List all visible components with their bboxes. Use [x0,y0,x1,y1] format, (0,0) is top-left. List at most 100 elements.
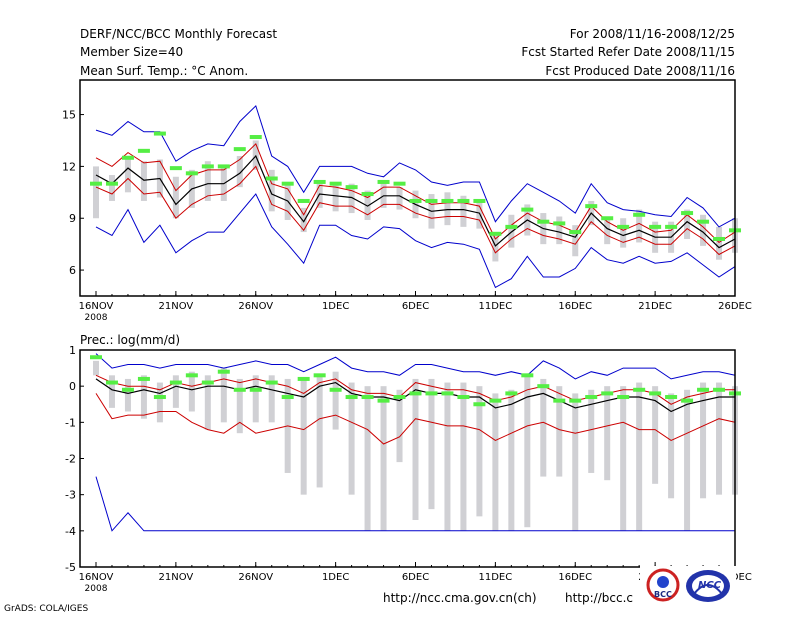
spread-box [684,209,691,239]
spread-box [572,225,579,257]
grads-credit: GrADS: COLA/IGES [4,604,89,614]
header-produced-date: Fcst Produced Date 2008/11/16 [545,64,735,78]
ncc-logo-icon [686,570,730,602]
x-tick-label: 26NOV [238,572,273,583]
spread-box [508,389,515,531]
median-marker [617,224,630,229]
median-marker [569,230,582,235]
median-marker [633,387,646,392]
spread-box [140,161,147,201]
spread-box [572,393,579,531]
spread-box [268,375,275,423]
median-marker [169,166,182,171]
y-tick-label: -4 [65,525,76,538]
median-marker [153,395,166,400]
spread-box [364,190,371,220]
series-min-line [95,193,736,289]
y-tick-label: 0 [69,380,76,393]
median-marker [649,391,662,396]
y-tick-label: 1 [69,344,76,357]
spread-box [396,389,403,463]
spread-box [556,216,563,245]
x-tick-label: 16NOV [79,572,114,583]
spread-box [492,393,499,531]
spread-box [604,216,611,245]
median-marker [153,131,166,136]
median-marker [537,384,550,389]
y-tick-label: -5 [65,561,76,574]
median-marker [697,387,710,392]
median-marker [473,198,486,203]
spread-box [332,183,339,212]
bcc-logo-text: BCC [654,590,672,599]
median-marker [569,398,582,403]
spread-box [236,156,243,188]
median-marker [90,355,102,360]
ncc-url-link[interactable]: http://ncc.cma.gov.cn(ch) [383,591,537,605]
spread-box [108,175,115,201]
bcc-url-link[interactable]: http://bcc.c [565,591,633,605]
spread-box [716,382,723,495]
series-lower-line [95,393,736,445]
spread-box [476,386,483,517]
median-marker [553,221,566,226]
spread-box [252,375,259,423]
x-tick-label: 26DEC [718,301,752,312]
spread-box [108,375,115,408]
median-marker [185,373,198,378]
header-period: For 2008/11/16-2008/12/25 [569,27,735,41]
precipitation-chart: -5 -4 -3 -2 -1 0 1 16NOV 21NOV 26NOV 1DEC 6DEC 11DEC… [65,344,752,594]
median-marker [297,198,310,203]
median-marker [329,387,342,392]
y-tick-label: 6 [69,264,76,277]
median-marker [169,380,182,385]
spread-box [172,375,179,408]
median-marker [377,179,390,184]
x-tick-label: 16NOV [79,301,114,312]
median-marker [377,398,390,403]
spread-box [636,209,643,243]
spread-box [668,393,675,499]
spread-box [348,382,355,495]
spread-box [172,176,179,219]
median-marker [137,376,150,381]
median-marker [489,398,502,403]
y-tick-label: 15 [62,109,76,122]
header-title: DERF/NCC/BCC Monthly Forecast [80,27,278,41]
spread-box [380,180,387,208]
median-marker [601,391,614,396]
spread-box [492,232,499,262]
spread-box [348,183,355,214]
median-marker [425,391,438,396]
x-tick-label: 26NOV [238,301,273,312]
median-marker [505,391,518,396]
median-marker [713,236,726,241]
median-marker [553,398,566,403]
median-marker [265,176,278,181]
ncc-logo: NCC [684,568,732,604]
x-tick-label: 16DEC [558,572,592,583]
median-marker [393,395,406,400]
spread-box [636,382,643,531]
median-marker [665,395,678,400]
spread-box [556,386,563,477]
median-marker [105,181,118,186]
x-tick-label: 6DEC [402,572,429,583]
median-marker [281,181,294,186]
spread-box [428,378,435,510]
series-max-line [95,353,736,380]
median-marker [489,231,502,236]
median-marker [217,369,230,374]
spread-box [508,214,515,248]
median-marker [473,402,486,407]
spread-box [412,378,419,520]
x-tick-label: 1DEC [322,572,349,583]
spread-box [524,375,531,528]
ncc-logo-text: NCC [698,580,722,591]
y-tick-label: -1 [65,416,76,429]
median-marker [233,387,246,392]
median-marker [409,391,422,396]
x-tick-label: 6DEC [402,301,429,312]
y-tick-label: -3 [65,489,76,502]
precip-panel-title: Prec.: log(mm/d) [80,333,181,347]
